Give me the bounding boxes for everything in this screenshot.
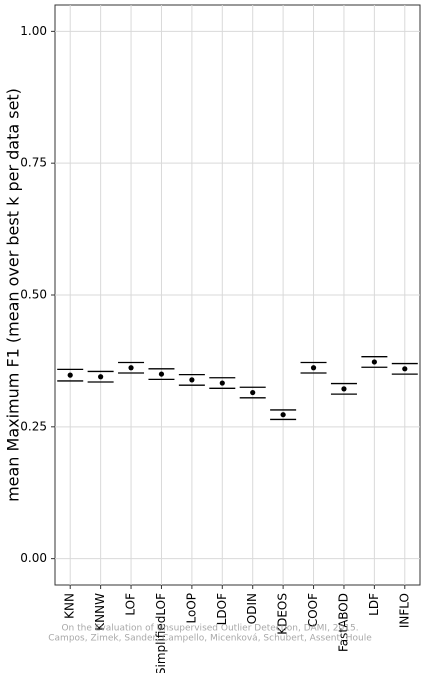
x-tick-label: KNNW — [93, 593, 107, 631]
x-tick-label: ODIN — [245, 593, 259, 624]
x-tick-label: INFLO — [397, 593, 411, 628]
mean-point — [189, 377, 195, 383]
watermark: On the Evaluation of Unsupervised Outlie… — [61, 624, 358, 634]
mean-point — [310, 365, 317, 371]
x-tick-label: SimplifiedLOF — [154, 593, 168, 673]
x-tick-label: LOF — [124, 593, 138, 616]
x-tick-label: LDOF — [215, 593, 229, 625]
mean-point — [341, 386, 347, 392]
x-tick-label: KDEOS — [276, 593, 290, 635]
mean-point — [128, 365, 134, 371]
mean-point — [98, 374, 104, 380]
mean-point — [67, 372, 73, 378]
mean-point — [280, 412, 286, 418]
x-tick-label: LDF — [367, 593, 381, 616]
y-tick-label: 0.75 — [20, 156, 47, 170]
mean-point — [158, 371, 165, 377]
x-tick-label: COOF — [306, 593, 320, 627]
mean-point — [402, 366, 408, 372]
x-tick-label: FastABOD — [336, 593, 350, 652]
y-tick-label: 0.25 — [20, 419, 47, 433]
y-tick-label: 1.00 — [20, 24, 47, 38]
y-tick-label: 0.00 — [20, 551, 47, 565]
mean-point — [219, 380, 225, 386]
x-tick-label: KNN — [63, 593, 77, 619]
y-tick-label: 0.50 — [20, 288, 47, 302]
mean-point — [371, 359, 377, 365]
y-axis-label: mean Maximum F1 (mean over best k per da… — [4, 88, 23, 502]
mean-point — [250, 389, 256, 396]
watermark: Campos, Zimek, Sander, Campello, Micenko… — [48, 634, 372, 644]
x-tick-label: LoOP — [184, 593, 198, 624]
